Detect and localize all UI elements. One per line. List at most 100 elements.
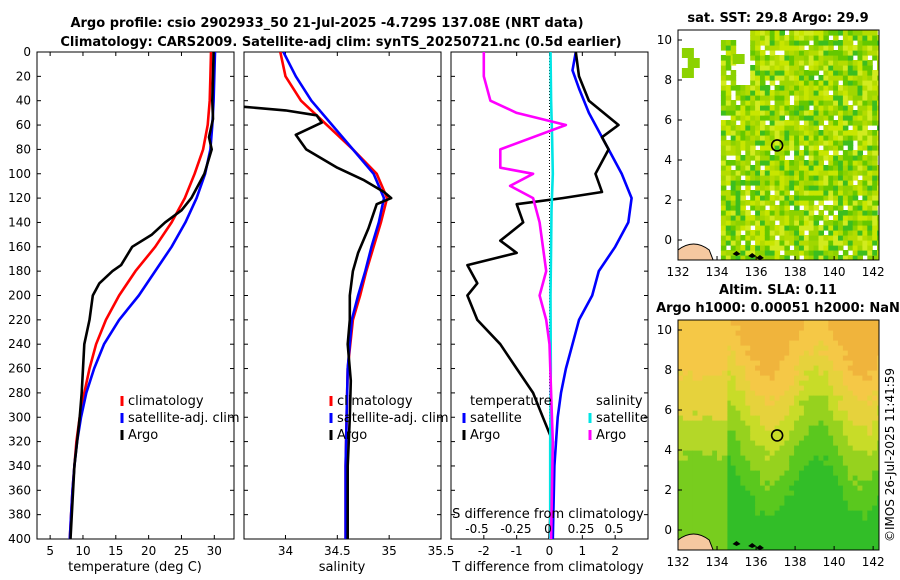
map-cell — [702, 450, 708, 456]
map-cell — [769, 325, 776, 331]
map-cell — [803, 440, 810, 446]
map-cell — [857, 55, 863, 61]
map-cell — [838, 410, 844, 416]
map-cell — [862, 45, 868, 51]
map-cell — [877, 115, 879, 121]
map-cell — [833, 405, 839, 411]
map-cell — [697, 475, 703, 481]
map-cell — [725, 230, 732, 236]
map-cell — [877, 200, 879, 206]
y-tick-label: 280 — [8, 386, 31, 400]
map-cell — [721, 500, 728, 506]
map-cell — [818, 365, 824, 371]
map-cell — [872, 520, 878, 526]
map-cell — [764, 475, 771, 481]
map-cell — [862, 480, 868, 486]
map-cell — [852, 450, 859, 456]
map-cell — [721, 320, 728, 326]
map-cell — [784, 140, 790, 146]
map-cell — [720, 140, 727, 146]
map-cell — [799, 510, 805, 516]
map-cell — [808, 520, 815, 526]
map-cell — [862, 490, 868, 496]
map-cell — [842, 180, 849, 186]
map-cell — [842, 450, 849, 456]
map-cell — [750, 65, 756, 71]
map-cell — [730, 365, 737, 371]
map-cell — [750, 330, 756, 336]
map-cell — [842, 360, 849, 366]
map-cell — [692, 470, 699, 476]
map-cell — [712, 330, 718, 336]
map-cell — [760, 415, 766, 421]
map-cell — [847, 385, 854, 391]
map-cell — [760, 510, 766, 516]
map-cell — [813, 480, 820, 486]
map-cell — [823, 385, 829, 391]
map-cell — [769, 410, 776, 416]
map-cell — [877, 520, 879, 526]
map-cell — [872, 400, 878, 406]
map-cell — [833, 90, 839, 96]
map-cell — [764, 245, 771, 251]
y-tick-label: 240 — [8, 337, 31, 351]
map-cell — [813, 150, 820, 156]
map-cell — [872, 110, 878, 116]
sst-map-title: sat. SST: 29.8 Argo: 29.9 — [687, 11, 868, 26]
map-cell — [779, 340, 785, 346]
map-cell — [857, 470, 863, 476]
map-cell — [784, 135, 790, 141]
map-cell — [735, 420, 742, 426]
map-cell — [721, 400, 728, 406]
map-cell — [867, 115, 873, 121]
map-cell — [813, 330, 820, 336]
map-cell — [813, 215, 820, 221]
map-cell — [852, 405, 859, 411]
map-cell — [764, 200, 771, 206]
map-cell — [808, 115, 815, 121]
map-cell — [760, 195, 766, 201]
map-cell — [808, 405, 815, 411]
map-cell — [803, 515, 810, 521]
map-cell — [852, 65, 859, 71]
map-cell — [725, 130, 732, 136]
map-cell — [730, 360, 737, 366]
map-cell — [760, 380, 766, 386]
map-cell — [852, 410, 859, 416]
map-cell — [852, 485, 859, 491]
map-cell — [857, 440, 863, 446]
map-cell — [823, 485, 829, 491]
map-cell — [784, 70, 790, 76]
map-cell — [769, 255, 776, 260]
map-cell — [692, 320, 699, 326]
map-cell — [877, 235, 879, 241]
map-cell — [799, 80, 805, 86]
map-cell — [717, 495, 723, 501]
map-cell — [867, 65, 873, 71]
map-cell — [774, 345, 781, 351]
map-cell — [692, 485, 699, 491]
map-cell — [813, 490, 820, 496]
map-cell — [872, 530, 878, 536]
map-cell — [789, 425, 795, 431]
map-cell — [735, 370, 742, 376]
map-cell — [720, 120, 727, 126]
map-cell — [862, 540, 868, 546]
map-cell — [828, 220, 834, 226]
map-cell — [692, 460, 699, 466]
map-cell — [818, 370, 824, 376]
map-cell — [789, 520, 795, 526]
map-cell — [857, 120, 863, 126]
map-cell — [838, 490, 844, 496]
map-cell — [789, 220, 795, 226]
map-cell — [702, 435, 708, 441]
map-cell — [823, 165, 829, 171]
map-cell — [857, 145, 863, 151]
map-cell — [740, 165, 746, 171]
map-cell — [707, 350, 713, 356]
map-cell — [877, 215, 879, 221]
map-cell — [740, 500, 746, 506]
map-cell — [760, 505, 766, 511]
map-cell — [877, 185, 879, 191]
map-cell — [725, 435, 732, 441]
